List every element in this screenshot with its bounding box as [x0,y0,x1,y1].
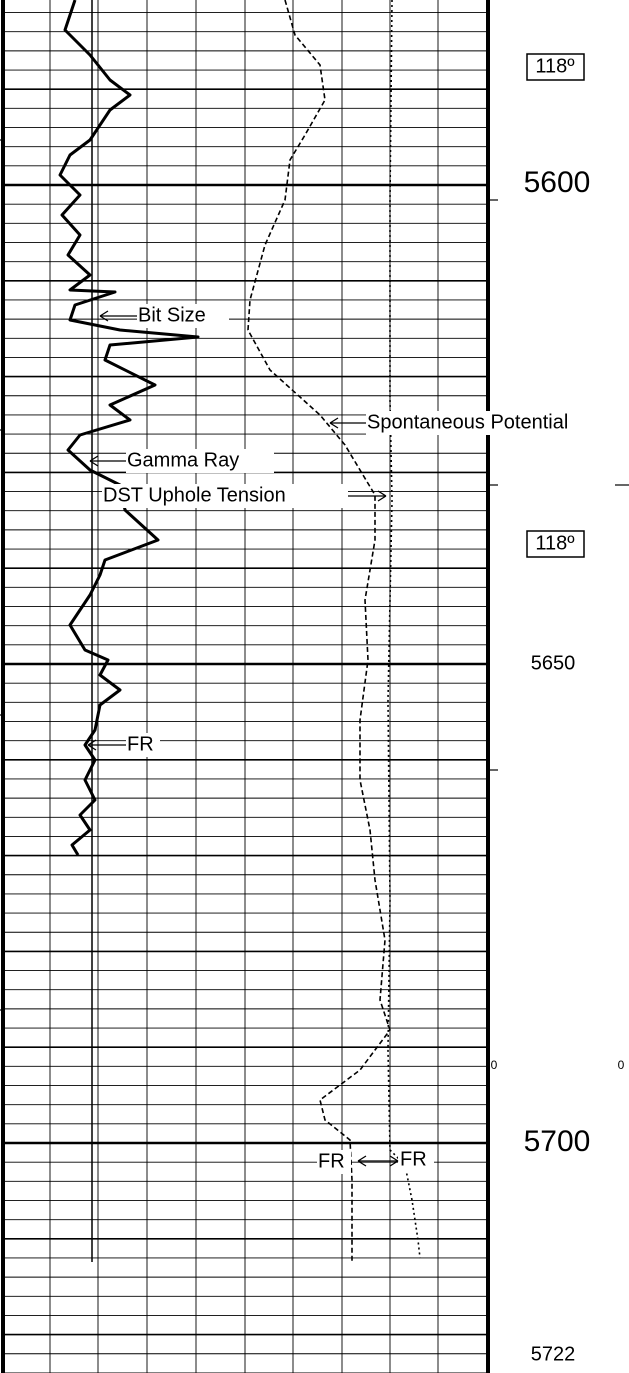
curve-label: Spontaneous Potential [367,411,568,433]
arrows [87,310,399,1167]
curve-label: FR [127,733,154,755]
curve-label: FR [318,1150,345,1172]
scale-zero: 0 [491,1058,498,1072]
temp-box [526,530,585,558]
arrow [89,455,126,467]
depth-label: 5650 [531,652,576,674]
arrow [348,490,387,502]
temp-box [526,53,585,81]
depth-label: 5700 [524,1125,591,1158]
curves [58,0,421,1262]
arrow [357,1155,399,1167]
depth-label: 5600 [524,166,591,199]
curve-label: FR [400,1148,427,1170]
tension-curve [387,0,421,1259]
sp-curve [247,0,391,1262]
label-bg [137,304,229,328]
label-bg [102,484,348,508]
arrow [87,739,126,751]
label-bg [126,733,160,757]
arrow [329,417,366,429]
temp-label: 118º [535,55,575,77]
gamma-ray-curve [58,0,200,856]
label-bg [317,1150,351,1174]
arrow [99,310,137,322]
temp-label: 118º [535,532,575,554]
label-bg [126,449,274,473]
depth-label: 5722 [531,1343,576,1365]
curve-label: Bit Size [138,304,206,326]
scale-zero: 0 [618,1058,625,1072]
curve-labels: Bit Size Gamma Ray Spontaneous Potential… [102,304,629,1174]
label-bg [398,1148,434,1172]
curve-label: DST Uphole Tension [103,484,286,506]
curve-label: Gamma Ray [127,449,239,471]
label-bg [366,411,629,435]
